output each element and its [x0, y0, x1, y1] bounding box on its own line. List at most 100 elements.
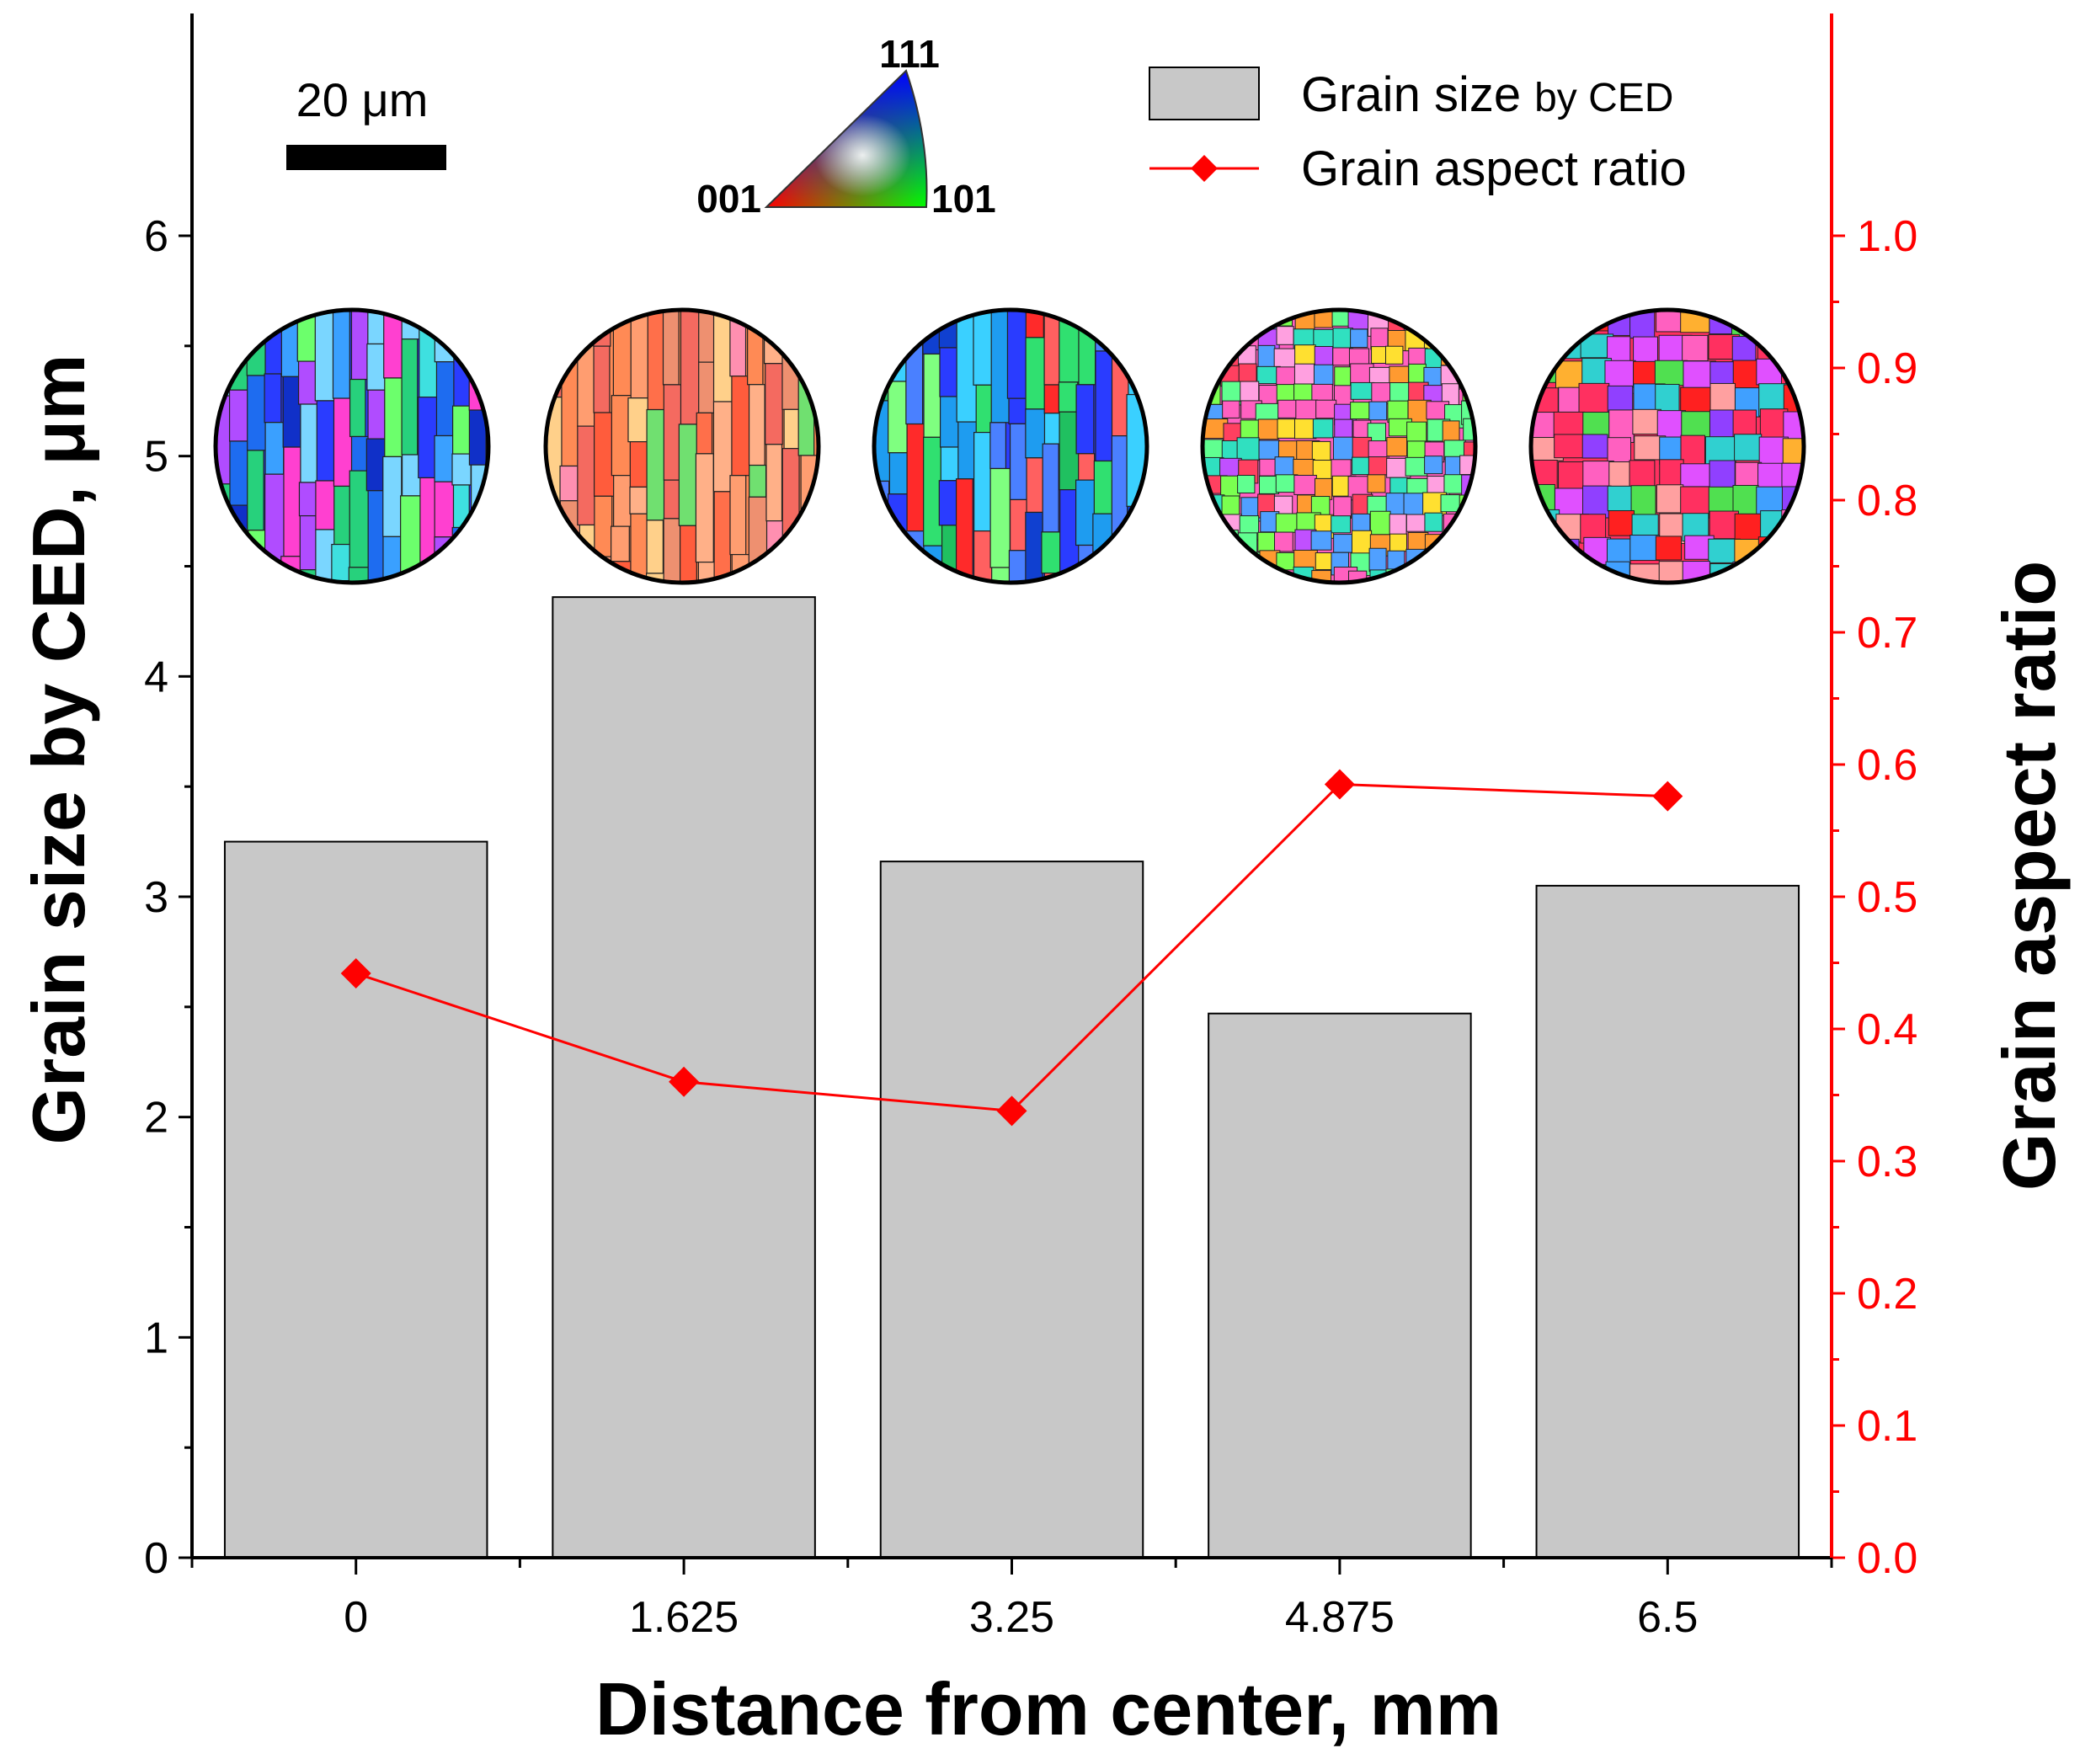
ebsd-grain: [1783, 310, 1804, 343]
ebsd-grain: [1126, 310, 1147, 354]
ebsd-grain: [229, 544, 251, 583]
ebsd-grain: [1558, 461, 1587, 491]
y-left-tick-label-1: 1: [144, 1314, 168, 1362]
ebsd-grain: [1630, 485, 1656, 520]
ebsd-grain: [629, 486, 649, 514]
ebsd-grain: [989, 422, 1007, 470]
ebsd-map-border-4: [1528, 307, 1806, 585]
bar-3: [1208, 1012, 1472, 1559]
ebsd-grain: [747, 310, 764, 386]
y-left-tick-label-5: 5: [144, 433, 168, 482]
ebsd-grain: [1608, 409, 1635, 443]
legend: Grain size by CED Grain aspect ratio: [1149, 67, 1687, 196]
ebsd-grain: [1655, 536, 1683, 561]
ebsd-grain: [1608, 510, 1635, 536]
ebsd-grain: [1257, 418, 1279, 440]
ebsd-grain: [646, 573, 667, 583]
ebsd-grain: [1424, 512, 1443, 532]
aspect-ratio-point-2: [996, 1095, 1027, 1127]
ebsd-grain: [1780, 538, 1804, 566]
ebsd-grain: [1554, 488, 1587, 519]
ebsd-grain: [1443, 474, 1464, 494]
ipf-label-101: 101: [931, 177, 996, 221]
ebsd-grain: [546, 511, 565, 583]
ebsd-grain: [366, 343, 386, 391]
ebsd-grain: [1219, 571, 1239, 583]
ebsd-grain: [1784, 564, 1804, 583]
ebsd-grain: [646, 520, 664, 574]
ebsd-grain: [1406, 567, 1431, 583]
ebsd-grain: [1351, 530, 1373, 555]
ebsd-grain: [349, 378, 366, 438]
ebsd-grain: [749, 464, 767, 498]
ebsd-grain: [1629, 535, 1661, 562]
ebsd-grain: [1578, 382, 1610, 417]
ebsd-grain: [1656, 484, 1684, 514]
ebsd-grain: [562, 310, 582, 363]
ebsd-grain: [1709, 361, 1735, 386]
scale-bar: [286, 145, 446, 170]
ebsd-grain: [1709, 382, 1736, 412]
ebsd-grain: [216, 574, 232, 583]
ebsd-map-border-2: [872, 307, 1149, 585]
ebsd-grain: [1680, 386, 1711, 415]
ebsd-grain: [1093, 578, 1114, 583]
ebsd-grain: [1239, 571, 1263, 583]
ebsd-grain: [647, 310, 666, 411]
ebsd-grain: [1128, 549, 1147, 583]
ebsd-grain: [348, 567, 370, 583]
ebsd-grain: [1424, 456, 1443, 475]
ebsd-grain: [1240, 381, 1260, 402]
ebsd-grain: [1461, 310, 1475, 331]
ebsd-map-2: [874, 310, 1147, 583]
ebsd-grain: [577, 425, 597, 526]
ebsd-grain: [331, 580, 357, 583]
ebsd-grain: [1461, 531, 1475, 556]
ebsd-grain: [1734, 513, 1763, 543]
ebsd-grain: [695, 453, 714, 563]
aspect-ratio-point-0: [340, 958, 371, 989]
ebsd-grain: [1203, 346, 1223, 369]
ipf-label-111: 111: [879, 32, 940, 76]
ebsd-grain: [1025, 511, 1043, 583]
ebsd-grain: [1352, 513, 1371, 532]
x-tick-label-1: 1.625: [629, 1593, 739, 1642]
ebsd-grain: [1332, 347, 1352, 366]
ebsd-grain: [680, 310, 702, 425]
ebsd-grain: [1095, 350, 1115, 462]
ebsd-grain: [613, 475, 632, 527]
y-right-tick-label-3: 0.3: [1857, 1138, 1917, 1186]
ebsd-grain: [781, 448, 800, 548]
ebsd-grain: [713, 491, 732, 583]
ebsd-grain: [1222, 400, 1240, 418]
ebsd-grain: [748, 384, 765, 466]
ebsd-grain: [1709, 409, 1736, 439]
ebsd-grain: [1369, 510, 1391, 536]
ebsd-grain: [1203, 310, 1225, 328]
ebsd-grain: [1680, 463, 1715, 488]
legend-diamond-marker: [1191, 155, 1218, 182]
ebsd-grain: [765, 363, 783, 445]
ebsd-grain: [1295, 399, 1318, 420]
ebsd-grain: [229, 310, 254, 355]
ebsd-grain: [1408, 363, 1427, 386]
ebsd-grain: [1629, 310, 1656, 339]
bar-4: [1535, 884, 1800, 1559]
ebsd-grain: [1424, 534, 1449, 558]
ebsd-grain: [1735, 461, 1763, 488]
ebsd-grain: [1443, 310, 1469, 335]
ebsd-grain: [594, 495, 613, 557]
x-tick-label-3: 4.875: [1285, 1593, 1395, 1642]
ebsd-grain: [696, 412, 713, 455]
ebsd-grain: [1682, 334, 1709, 362]
ebsd-grain: [1368, 456, 1388, 476]
scale-bar-label: 20 μm: [296, 73, 429, 126]
ebsd-grain: [1350, 402, 1372, 420]
ebsd-grain: [1111, 310, 1132, 349]
aspect-ratio-point-3: [1324, 769, 1355, 800]
y-right-tick-label-2: 0.2: [1857, 1270, 1917, 1319]
ebsd-grain: [1385, 345, 1404, 365]
ebsd-grain: [874, 530, 889, 583]
ebsd-grain: [1221, 495, 1240, 515]
